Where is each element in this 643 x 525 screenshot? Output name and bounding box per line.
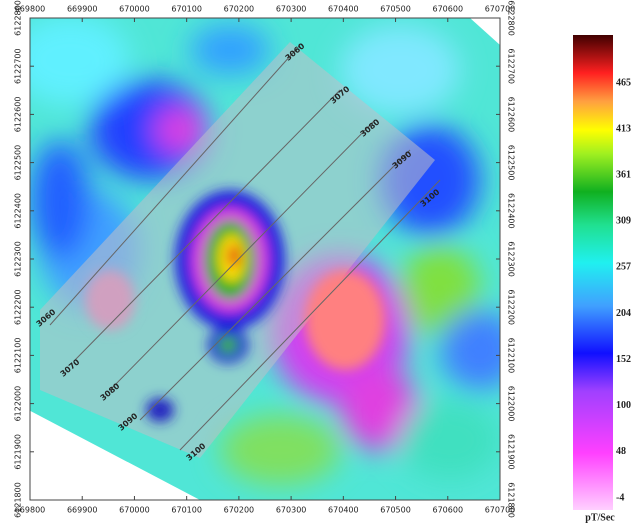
x-tick-label: 670100 [171, 5, 202, 14]
y-tick-label: 6122100 [507, 338, 516, 374]
x-tick-label: 669800 [15, 5, 46, 14]
y-tick-label: 6122100 [14, 338, 23, 374]
x-tick-label: 669900 [67, 506, 98, 515]
x-tick-label: 670000 [119, 5, 150, 14]
y-tick-label: 6122400 [507, 193, 516, 229]
x-tick-label: 670100 [171, 506, 202, 515]
x-tick-label: 670000 [119, 506, 150, 515]
y-tick-label: 6122000 [14, 386, 23, 422]
colorbar-tick-label: -4 [616, 492, 624, 503]
colorbar-tick-label: 257 [616, 262, 631, 273]
colorbar-tick-label: 100 [616, 400, 631, 411]
y-tick-label: 6122500 [14, 145, 23, 181]
y-tick-label: 6122700 [507, 48, 516, 84]
y-tick-label: 6122200 [14, 289, 23, 325]
y-tick-label: 6122800 [14, 0, 23, 36]
x-tick-label: 669800 [15, 506, 46, 515]
colorbar-unit: pT/Sec [585, 512, 615, 523]
x-tick-label: 670200 [224, 506, 255, 515]
x-tick-label: 670300 [276, 506, 307, 515]
x-tick-label: 670700 [485, 506, 516, 515]
y-tick-label: 6121800 [14, 482, 23, 518]
colorbar-tick-label: 309 [616, 216, 631, 227]
x-tick-label: 670400 [328, 506, 359, 515]
colorbar-tick-label: 465 [616, 77, 631, 88]
colorbar-tick-label: 152 [616, 354, 631, 365]
y-tick-label: 6122200 [507, 289, 516, 325]
x-tick-label: 670400 [328, 5, 359, 14]
y-tick-label: 6122600 [14, 97, 23, 133]
x-tick-label: 669900 [67, 5, 98, 14]
colorbar-tick-label: 48 [616, 446, 626, 457]
y-tick-label: 6122300 [14, 241, 23, 277]
y-tick-label: 6122700 [14, 48, 23, 84]
y-tick-label: 6122300 [507, 241, 516, 277]
y-tick-label: 6122800 [507, 0, 516, 36]
x-tick-label: 670500 [380, 506, 411, 515]
y-tick-label: 6121900 [507, 434, 516, 470]
colorbar-tick-label: 204 [616, 308, 631, 319]
x-tick-label: 670600 [433, 5, 464, 14]
colorbar-tick-label: 413 [616, 123, 631, 134]
y-tick-label: 6122000 [507, 386, 516, 422]
y-tick-label: 6121800 [507, 482, 516, 518]
x-tick-label: 670500 [380, 5, 411, 14]
colorbar-tick-label: 361 [616, 170, 631, 181]
y-tick-label: 6122400 [14, 193, 23, 229]
x-tick-label: 670700 [485, 5, 516, 14]
y-tick-label: 6122600 [507, 97, 516, 133]
colorbar [573, 35, 613, 510]
x-tick-label: 670300 [276, 5, 307, 14]
anomaly-map [30, 18, 500, 500]
y-tick-label: 6122500 [507, 145, 516, 181]
y-tick-label: 6121900 [14, 434, 23, 470]
x-tick-label: 670200 [224, 5, 255, 14]
x-tick-label: 670600 [433, 506, 464, 515]
